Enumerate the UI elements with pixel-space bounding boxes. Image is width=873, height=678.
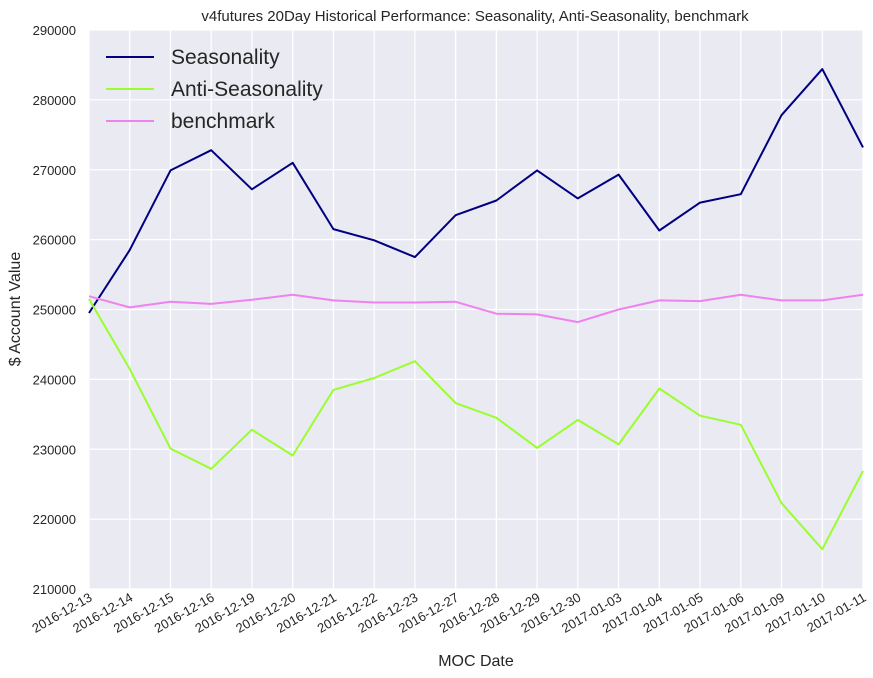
legend-label: benchmark — [171, 110, 275, 133]
x-tick-labels: 2016-12-132016-12-142016-12-152016-12-16… — [29, 590, 868, 636]
y-tick-label: 280000 — [33, 93, 76, 108]
chart-title: v4futures 20Day Historical Performance: … — [201, 8, 749, 25]
series-line-1 — [88, 298, 864, 551]
y-tick-label: 270000 — [33, 163, 76, 178]
y-tick-label: 210000 — [33, 582, 76, 597]
series-line-0 — [88, 68, 864, 314]
y-tick-labels: 210000 220000 230000 240000 250000 260000 2700… — [33, 23, 76, 597]
y-tick-label: 220000 — [33, 512, 76, 527]
x-axis-label: MOC Date — [438, 653, 514, 670]
y-tick-label: 230000 — [33, 442, 76, 457]
series-line-2 — [88, 293, 864, 324]
y-tick-label: 240000 — [33, 372, 76, 387]
y-tick-label: 250000 — [33, 303, 76, 318]
legend-label: Seasonality — [171, 46, 280, 69]
grid-lines — [88, 29, 864, 590]
legend: Seasonality Anti-Seasonality benchmark — [106, 46, 323, 133]
y-tick-label: 260000 — [33, 233, 76, 248]
y-tick-label: 290000 — [33, 23, 76, 38]
series-lines — [88, 68, 864, 551]
legend-label: Anti-Seasonality — [171, 78, 323, 101]
y-axis-label: $ Account Value — [7, 252, 24, 367]
